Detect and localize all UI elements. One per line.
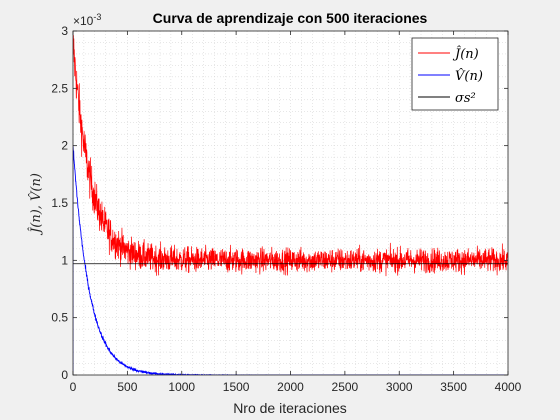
x-tick-label: 4000: [495, 380, 522, 394]
x-tick-label: 0: [70, 380, 77, 394]
y-tick-label: 0.5: [51, 311, 68, 325]
y-tick-label: 3: [61, 24, 68, 38]
y-tick-label: 2: [61, 139, 68, 153]
y-tick-label: 1.5: [51, 196, 68, 210]
legend: Ĵ(n) V̂(n) σs²: [412, 38, 498, 110]
y-tick-label: 1: [61, 253, 68, 267]
x-tick-label: 2500: [332, 380, 359, 394]
x-tick-label: 1000: [168, 380, 195, 394]
x-tick-label: 3500: [440, 380, 467, 394]
chart-title: Curva de aprendizaje con 500 iteraciones: [153, 10, 428, 26]
x-tick-label: 500: [117, 380, 137, 394]
exponent-power: -3: [93, 12, 101, 22]
legend-label-sigma: σs²: [455, 91, 476, 106]
x-tick-label: 3000: [386, 380, 413, 394]
y-tick-label: 2.5: [51, 81, 68, 95]
legend-label-v: V̂(n): [455, 68, 483, 84]
x-tick-label: 1500: [223, 380, 250, 394]
y-tick-label: 0: [61, 368, 68, 382]
x-tick-label: 2000: [277, 380, 304, 394]
legend-label-j: Ĵ(n): [452, 46, 479, 62]
y-axis-label: Ĵ(n), V̂(n): [28, 173, 44, 236]
exponent-base: ×10: [73, 14, 94, 28]
x-axis-label: Nro de iteraciones: [233, 400, 347, 416]
